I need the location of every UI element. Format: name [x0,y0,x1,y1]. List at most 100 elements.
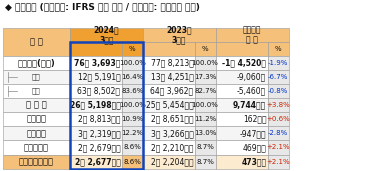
Bar [143,70,194,84]
Text: 100.0%: 100.0% [192,60,218,66]
Text: 당기순이익: 당기순이익 [24,143,49,152]
Text: 12만 5,191대: 12만 5,191대 [78,73,121,82]
Bar [143,155,194,169]
Bar [3,155,70,169]
Text: +2.1%: +2.1% [266,159,290,165]
Bar [143,140,194,155]
Text: 2조 2,677억원: 2조 2,677억원 [74,157,121,166]
Text: 13만 4,251대: 13만 4,251대 [151,73,194,82]
Bar [121,42,143,56]
Bar [267,84,289,98]
Bar [143,84,194,98]
Bar [267,155,289,169]
Text: 83.6%: 83.6% [121,88,144,94]
Bar [3,84,70,98]
Text: 해외: 해외 [32,88,41,95]
Bar [267,42,289,56]
Text: 2023년
3분기: 2023년 3분기 [166,25,192,45]
Text: %: % [275,46,281,52]
Bar [267,56,289,70]
Bar [143,126,194,140]
Text: 2024년
3분기: 2024년 3분기 [94,25,119,45]
Text: 473억원: 473억원 [241,157,267,166]
Text: -1만 4,520대: -1만 4,520대 [222,58,267,68]
Text: 2조 8,813억원: 2조 8,813억원 [78,115,121,124]
Bar [70,140,121,155]
Bar [143,98,194,112]
Bar [194,140,216,155]
Bar [70,28,143,42]
Text: 내수: 내수 [32,74,41,80]
Bar [194,155,216,169]
Bar [70,155,121,169]
Bar [143,56,194,70]
Text: 8.7%: 8.7% [196,159,214,165]
Bar [3,70,70,84]
Text: 지배주주순이익: 지배주주순이익 [19,157,54,166]
Bar [267,126,289,140]
Text: 10.9%: 10.9% [121,116,144,122]
Text: 영업이익: 영업이익 [26,115,46,124]
Bar [121,140,143,155]
Bar [216,56,267,70]
Bar [267,112,289,126]
Bar [70,112,121,126]
Text: 17.3%: 17.3% [194,74,217,80]
Text: 25조 5,454억원: 25조 5,454억원 [146,101,194,110]
Bar [70,126,121,140]
Bar [194,42,216,56]
Bar [267,98,289,112]
Text: ◆ 분기실적 (재무실적: IFRS 연결 기준 / 판매대수: 도매판매 기준): ◆ 분기실적 (재무실적: IFRS 연결 기준 / 판매대수: 도매판매 기준… [5,3,199,12]
Text: 3조 2,319억원: 3조 2,319억원 [78,129,121,138]
Text: -2.8%: -2.8% [268,130,288,136]
Bar [3,56,70,70]
Bar [121,56,143,70]
Text: +2.1%: +2.1% [266,144,290,150]
Text: 구 분: 구 분 [30,37,43,46]
Bar [143,28,216,42]
Text: 매 출 액: 매 출 액 [26,101,47,110]
Text: 9,744억원: 9,744억원 [233,101,267,110]
Bar [267,140,289,155]
Text: 8.6%: 8.6% [123,144,141,150]
Text: 2조 8,651억원: 2조 8,651억원 [151,115,194,124]
Text: 3조 3,266억원: 3조 3,266억원 [151,129,194,138]
Text: 8.7%: 8.7% [196,144,214,150]
Text: -947억원: -947억원 [240,129,267,138]
Text: 162억원: 162억원 [243,115,267,124]
Bar [216,126,267,140]
Bar [70,42,143,169]
Bar [216,155,267,169]
Bar [194,126,216,140]
Bar [121,70,143,84]
Bar [216,84,267,98]
Bar [216,28,289,42]
Bar [3,28,70,56]
Text: 2조 2,210억원: 2조 2,210억원 [151,143,194,152]
Text: 16.4%: 16.4% [121,74,143,80]
Bar [3,140,70,155]
Text: -9,060대: -9,060대 [237,73,267,82]
Bar [70,98,121,112]
Text: 11.2%: 11.2% [194,116,216,122]
Bar [267,70,289,84]
Text: 100.0%: 100.0% [119,102,146,108]
Bar [216,42,267,56]
Bar [121,112,143,126]
Bar [216,140,267,155]
Text: 경상이익: 경상이익 [26,129,46,138]
Text: 82.7%: 82.7% [194,88,216,94]
Text: %: % [129,46,135,52]
Text: -6.7%: -6.7% [268,74,288,80]
Bar [216,70,267,84]
Bar [194,70,216,84]
Text: 13.0%: 13.0% [194,130,217,136]
Text: 12.2%: 12.2% [121,130,143,136]
Text: 100.0%: 100.0% [119,60,146,66]
Bar [121,84,143,98]
Bar [194,84,216,98]
Text: 100.0%: 100.0% [192,102,218,108]
Bar [3,126,70,140]
Text: 76만 3,693대: 76만 3,693대 [74,58,121,68]
Bar [143,42,194,56]
